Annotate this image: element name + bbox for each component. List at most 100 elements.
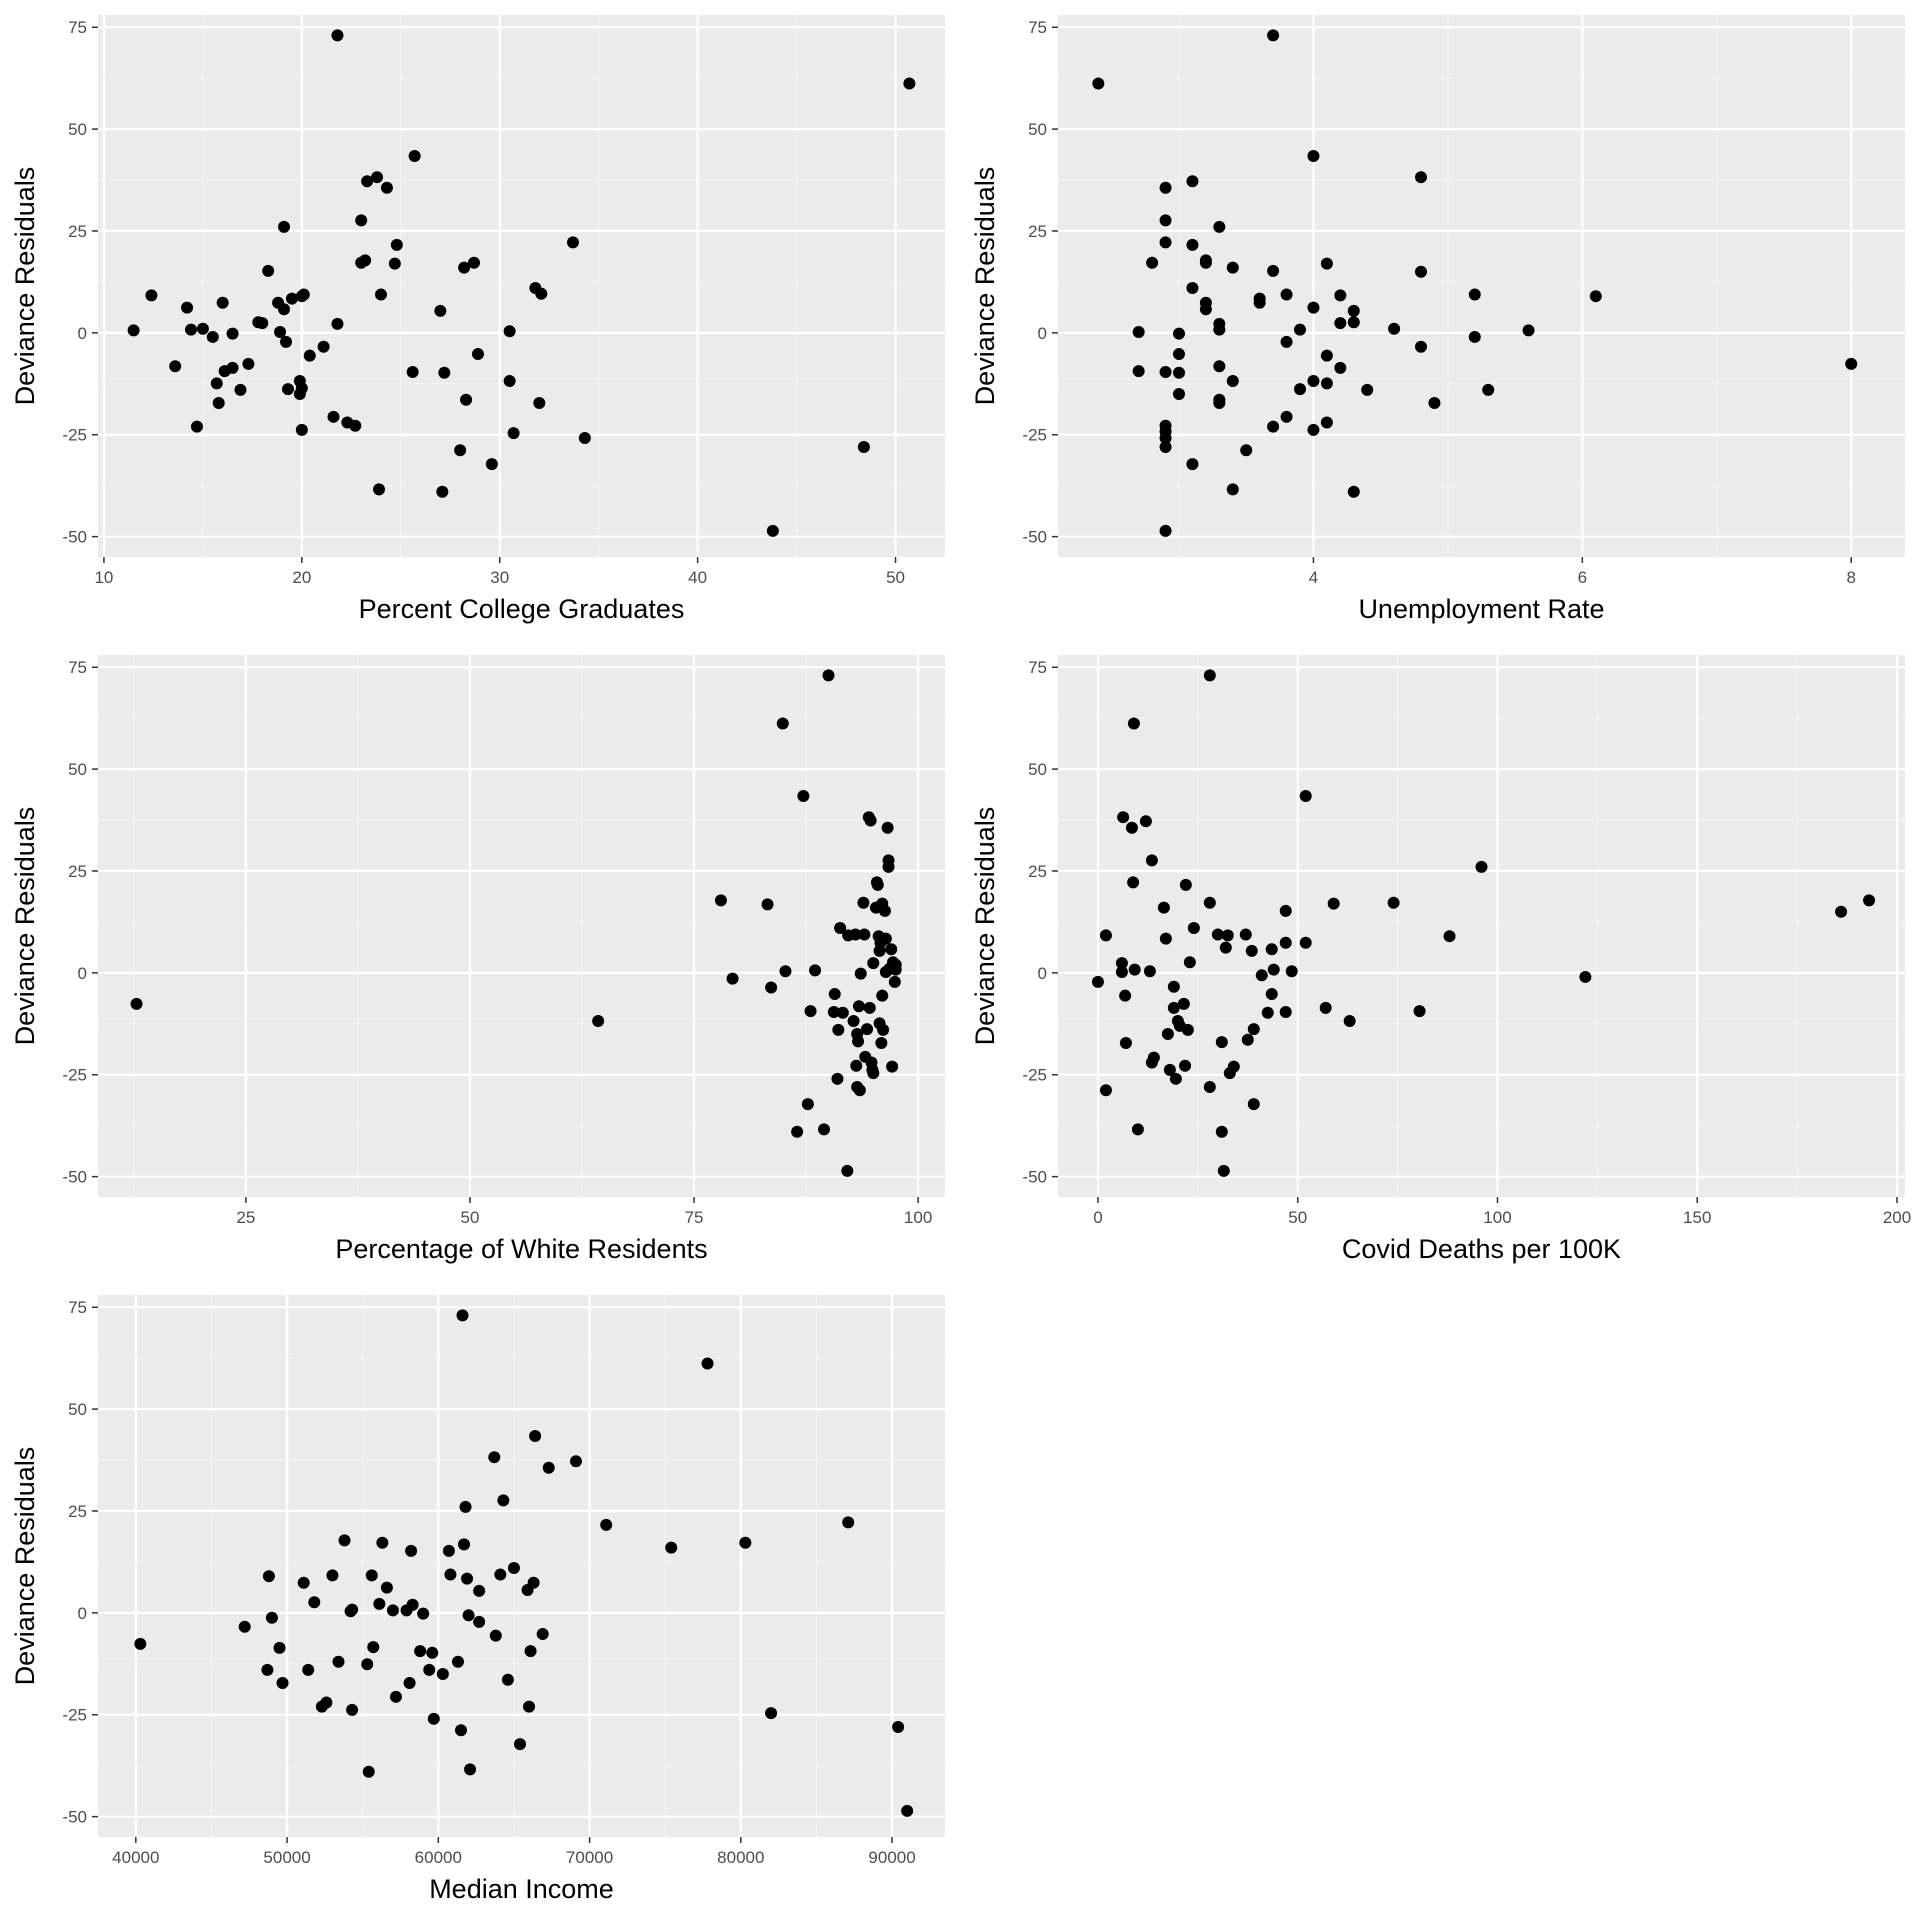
data-point bbox=[262, 264, 275, 277]
data-point bbox=[471, 348, 484, 361]
data-point bbox=[408, 150, 421, 163]
data-point bbox=[1145, 854, 1158, 867]
data-point bbox=[485, 458, 498, 471]
x-tick-label: 8 bbox=[1846, 568, 1855, 587]
data-point bbox=[791, 1125, 804, 1138]
data-point bbox=[274, 326, 287, 339]
data-point bbox=[1219, 941, 1232, 954]
data-point bbox=[1186, 175, 1199, 188]
data-point bbox=[1327, 897, 1340, 910]
data-point bbox=[797, 790, 810, 803]
data-point bbox=[1159, 181, 1172, 194]
data-point bbox=[776, 717, 789, 730]
data-point bbox=[765, 981, 778, 994]
data-point bbox=[901, 1804, 914, 1817]
x-tick-label: 60000 bbox=[415, 1848, 462, 1867]
data-point bbox=[1119, 989, 1132, 1002]
data-point bbox=[1443, 930, 1456, 943]
x-tick-label: 50 bbox=[1288, 1208, 1307, 1227]
data-point bbox=[1475, 860, 1488, 873]
data-point bbox=[461, 1572, 474, 1585]
data-point bbox=[1159, 432, 1172, 445]
data-point bbox=[1468, 330, 1481, 343]
data-point bbox=[1307, 301, 1320, 314]
data-point bbox=[1347, 316, 1360, 329]
data-point bbox=[388, 257, 401, 270]
data-point bbox=[1119, 1036, 1132, 1049]
data-point bbox=[1215, 1036, 1228, 1049]
data-point bbox=[295, 382, 308, 395]
data-point bbox=[804, 1005, 817, 1018]
y-tick-label: 75 bbox=[68, 1298, 87, 1317]
y-tick-label: 75 bbox=[68, 658, 87, 677]
data-point bbox=[1863, 894, 1876, 907]
data-point bbox=[406, 1598, 419, 1611]
data-point bbox=[390, 238, 403, 251]
data-point bbox=[234, 383, 247, 396]
y-tick-label: 50 bbox=[68, 1400, 87, 1419]
scatter-chart-2: 25 50 75 100 -50 -25 0 25 50 75 Percentage of Whit… bbox=[10, 655, 945, 1264]
data-point bbox=[1267, 29, 1280, 42]
y-tick-label: 0 bbox=[78, 964, 87, 983]
data-point bbox=[881, 821, 894, 834]
y-tick-label: -25 bbox=[62, 426, 87, 445]
data-point bbox=[1157, 901, 1170, 914]
data-point bbox=[1173, 348, 1185, 361]
data-point bbox=[834, 922, 847, 935]
data-point bbox=[1131, 1123, 1144, 1136]
panel-college-graduates: 10 20 30 40 50 -50 -25 0 25 50 75 Percent College G… bbox=[0, 0, 960, 640]
y-tick-label: 25 bbox=[1028, 222, 1047, 241]
data-point bbox=[578, 432, 591, 445]
data-point bbox=[1139, 815, 1152, 828]
data-point bbox=[1239, 928, 1252, 941]
data-point bbox=[1279, 936, 1292, 949]
data-point bbox=[373, 1597, 386, 1610]
data-point bbox=[779, 965, 792, 978]
data-point bbox=[1265, 988, 1278, 1001]
data-point bbox=[701, 1357, 714, 1370]
y-tick-label: 25 bbox=[68, 1502, 87, 1521]
y-tick-label: 50 bbox=[1028, 120, 1047, 139]
data-point bbox=[1245, 944, 1258, 957]
data-point bbox=[367, 1641, 380, 1654]
data-point bbox=[473, 1615, 486, 1628]
y-tick-label: 25 bbox=[68, 222, 87, 241]
data-point bbox=[886, 1060, 899, 1073]
data-point bbox=[1227, 1060, 1240, 1073]
data-point bbox=[242, 357, 255, 370]
data-point bbox=[818, 1123, 830, 1136]
x-axis-title: Unemployment Rate bbox=[1358, 594, 1604, 624]
data-point bbox=[374, 288, 387, 301]
data-point bbox=[196, 322, 209, 335]
data-point bbox=[403, 1676, 416, 1689]
data-point bbox=[1415, 265, 1427, 278]
data-point bbox=[1159, 440, 1172, 453]
data-point bbox=[458, 261, 471, 274]
data-point bbox=[1217, 1164, 1230, 1177]
y-axis-title: Deviance Residuals bbox=[10, 1447, 40, 1686]
y-tick-label: 50 bbox=[68, 760, 87, 779]
data-point bbox=[809, 964, 822, 977]
data-point bbox=[371, 171, 384, 184]
data-point bbox=[297, 288, 310, 301]
data-point bbox=[454, 444, 467, 457]
data-point bbox=[1159, 524, 1172, 537]
data-point bbox=[1177, 997, 1190, 1010]
y-tick-label: -25 bbox=[1022, 1066, 1047, 1085]
data-point bbox=[1320, 416, 1333, 429]
data-point bbox=[1388, 322, 1401, 335]
data-point bbox=[302, 1663, 315, 1676]
data-point bbox=[261, 1663, 274, 1676]
data-point bbox=[262, 1570, 275, 1583]
y-tick-label: -50 bbox=[62, 1808, 87, 1827]
y-tick-label: 50 bbox=[68, 120, 87, 139]
data-point bbox=[1132, 365, 1145, 378]
data-point bbox=[320, 1696, 333, 1709]
data-point bbox=[1343, 1014, 1356, 1027]
data-point bbox=[841, 1164, 854, 1177]
data-point bbox=[524, 1645, 537, 1658]
data-point bbox=[1161, 1027, 1174, 1040]
data-point bbox=[857, 896, 870, 909]
data-point bbox=[513, 1738, 526, 1751]
data-point bbox=[1307, 150, 1320, 163]
